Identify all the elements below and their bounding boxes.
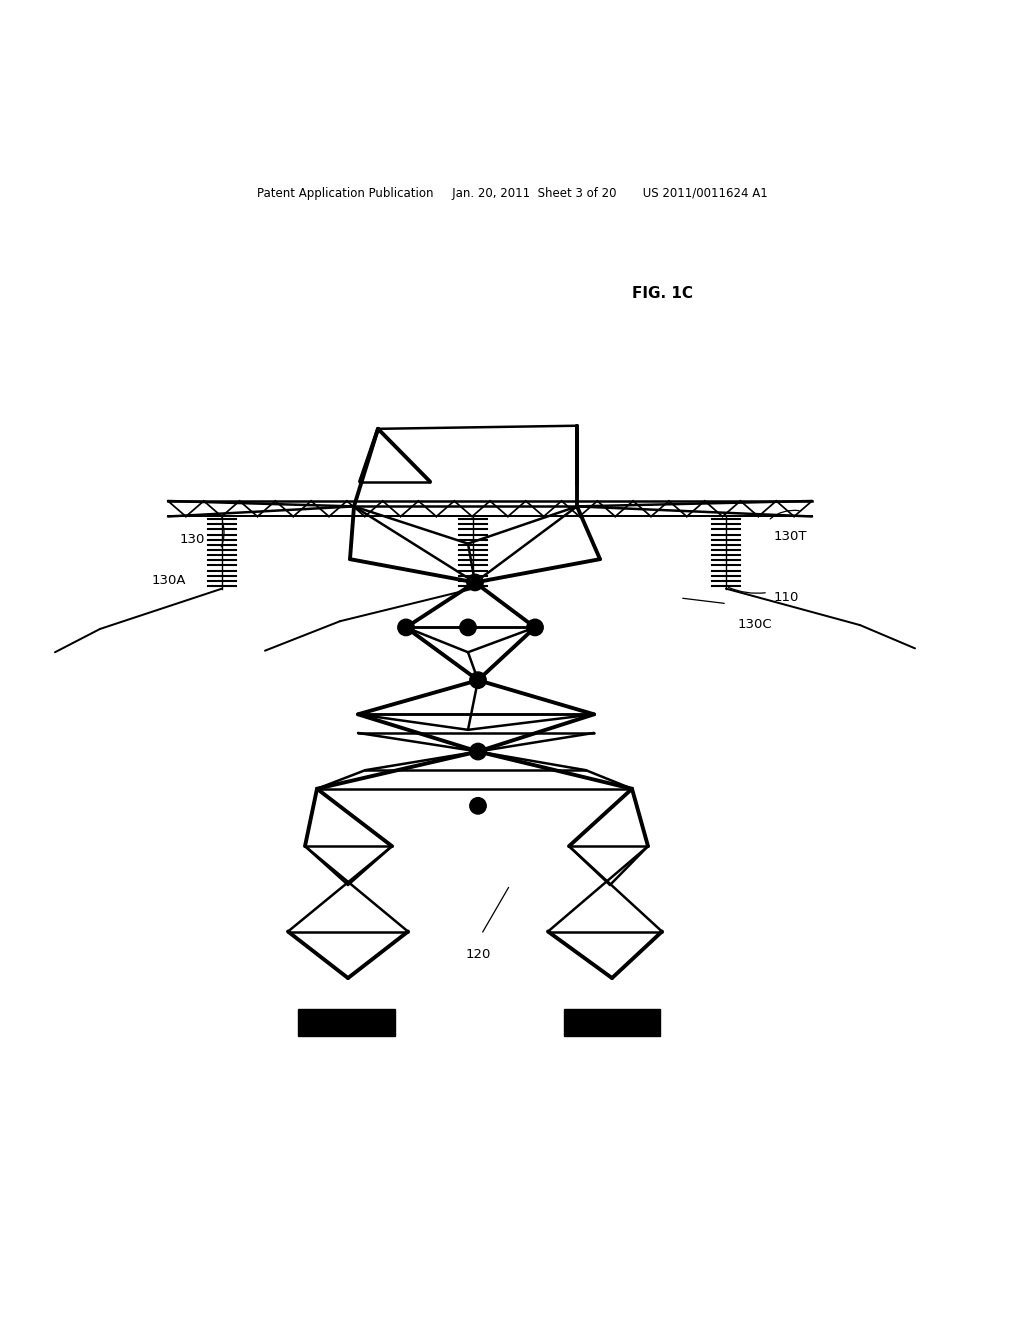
Text: 130T: 130T [773,529,807,543]
Circle shape [526,619,543,636]
Bar [298,1008,395,1036]
Text: 130A: 130A [152,574,186,586]
Text: Patent Application Publication     Jan. 20, 2011  Sheet 3 of 20       US 2011/00: Patent Application Publication Jan. 20, … [257,186,767,199]
Circle shape [470,743,486,760]
Circle shape [397,619,414,636]
Text: 120: 120 [466,948,492,961]
Text: 130C: 130C [737,618,772,631]
Circle shape [460,619,476,636]
Circle shape [470,672,486,688]
Text: 130: 130 [179,533,205,545]
Circle shape [470,797,486,814]
Bar [564,1008,660,1036]
Text: 110: 110 [773,591,799,605]
Circle shape [467,574,483,590]
Text: FIG. 1C: FIG. 1C [632,286,693,301]
